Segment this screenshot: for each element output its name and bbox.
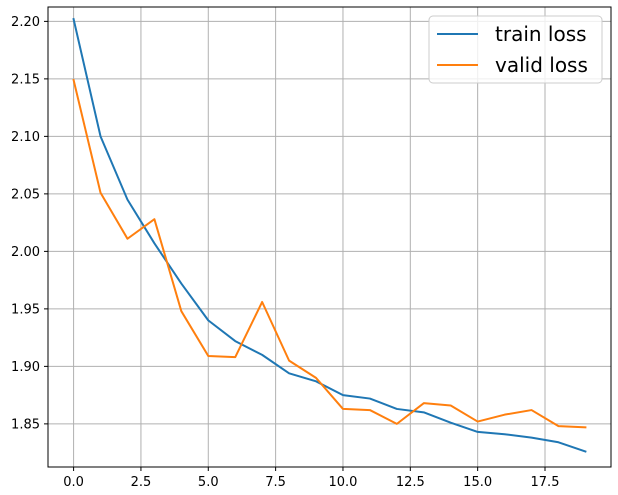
series-line-valid-loss	[72, 78, 587, 429]
y-tick-label: 1.95	[11, 302, 40, 317]
x-tick-label: 7.5	[265, 475, 286, 490]
x-tick-label: 10.0	[328, 475, 357, 490]
y-tick-label: 2.05	[11, 187, 40, 202]
y-axis: 1.85 1.90 1.95 2.00 2.05 2.10 2.15 2.20	[11, 15, 48, 432]
legend-label: valid loss	[495, 53, 588, 77]
x-tick-label: 15.0	[463, 475, 492, 490]
x-tick-label: 12.5	[396, 475, 425, 490]
y-tick-label: 2.20	[11, 15, 40, 30]
y-tick-label: 1.90	[11, 360, 40, 375]
x-tick-label: 2.5	[131, 475, 152, 490]
plot-area-frame	[47, 6, 612, 468]
grid-lines	[48, 7, 611, 467]
x-axis: 0.0 2.5 5.0 7.5 10.0 12.5 15.0 17.5	[63, 467, 559, 490]
y-tick-label: 2.10	[11, 130, 40, 145]
legend-label: train loss	[495, 22, 587, 46]
x-tick-label: 17.5	[531, 475, 560, 490]
legend: train loss valid loss	[428, 15, 603, 84]
y-tick-label: 2.15	[11, 72, 40, 87]
legend-box	[428, 15, 603, 84]
series-line-train-loss	[72, 17, 587, 453]
x-tick-label: 5.0	[198, 475, 219, 490]
y-tick-label: 2.00	[11, 245, 40, 260]
series-lines	[72, 17, 587, 453]
x-tick-label: 0.0	[63, 475, 84, 490]
y-tick-label: 1.85	[11, 417, 40, 432]
